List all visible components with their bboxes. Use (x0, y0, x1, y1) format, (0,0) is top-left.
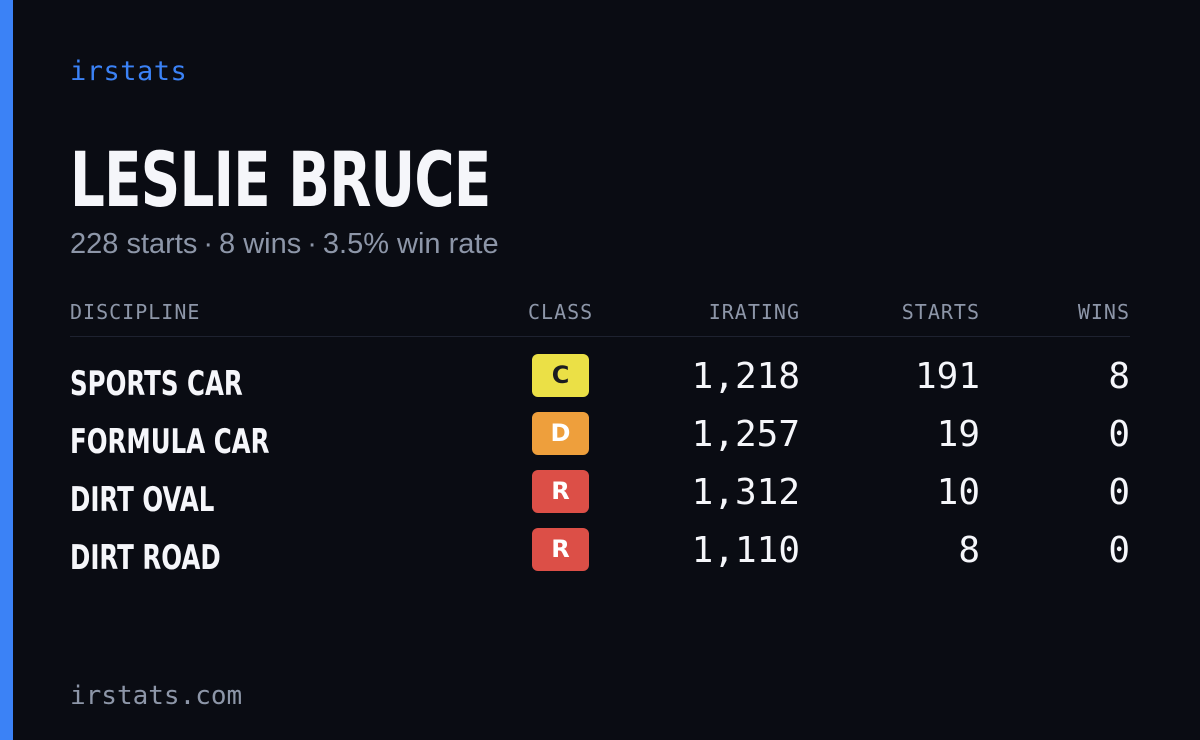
license-class-badge: R (532, 528, 589, 571)
discipline-name: DIRT OVAL (70, 480, 215, 520)
header-class: CLASS (528, 300, 594, 324)
irating-value: 1,218 (691, 356, 800, 397)
stats-table-header: DISCIPLINE CLASS IRATING STARTS WINS (70, 300, 1130, 337)
starts-value: 8 (958, 530, 980, 571)
header-starts: STARTS (901, 300, 980, 324)
stats-table-body: SPORTS CAR C 1,218 191 8 FORMULA CAR D 1… (70, 352, 1130, 584)
irating-value: 1,257 (691, 414, 800, 455)
wins-value: 8 (1108, 356, 1130, 397)
header-discipline: DISCIPLINE (70, 300, 201, 324)
license-class-badge: C (532, 354, 589, 397)
starts-value: 10 (936, 472, 980, 513)
accent-bar (0, 0, 13, 740)
summary-separator: · (307, 228, 317, 260)
starts-value: 191 (914, 356, 980, 397)
table-row: DIRT OVAL R 1,312 10 0 (70, 468, 1130, 526)
summary-wins: 8 wins (219, 228, 302, 260)
license-class-badge: R (532, 470, 589, 513)
driver-name: LESLIE BRUCE (70, 135, 491, 224)
header-wins: WINS (1077, 300, 1130, 324)
summary-starts: 228 starts (70, 228, 198, 260)
wins-value: 0 (1108, 530, 1130, 571)
wins-value: 0 (1108, 414, 1130, 455)
summary-win-rate: 3.5% win rate (322, 228, 499, 260)
starts-value: 19 (936, 414, 980, 455)
license-class-badge: D (532, 412, 589, 455)
brand-logo-text: irstats (70, 56, 188, 87)
discipline-name: DIRT ROAD (70, 538, 221, 578)
table-row: DIRT ROAD R 1,110 8 0 (70, 526, 1130, 584)
irating-value: 1,110 (691, 530, 800, 571)
discipline-name: SPORTS CAR (70, 364, 243, 404)
header-irating: IRATING (708, 300, 800, 324)
summary-separator: · (203, 228, 214, 260)
footer-url[interactable]: irstats.com (70, 681, 243, 711)
irating-value: 1,312 (691, 472, 800, 513)
wins-value: 0 (1108, 472, 1130, 513)
discipline-name: FORMULA CAR (70, 422, 270, 462)
career-summary: 228 starts · 8 wins · 3.5% win rate (70, 228, 499, 261)
table-row: FORMULA CAR D 1,257 19 0 (70, 410, 1130, 468)
table-row: SPORTS CAR C 1,218 191 8 (70, 352, 1130, 410)
